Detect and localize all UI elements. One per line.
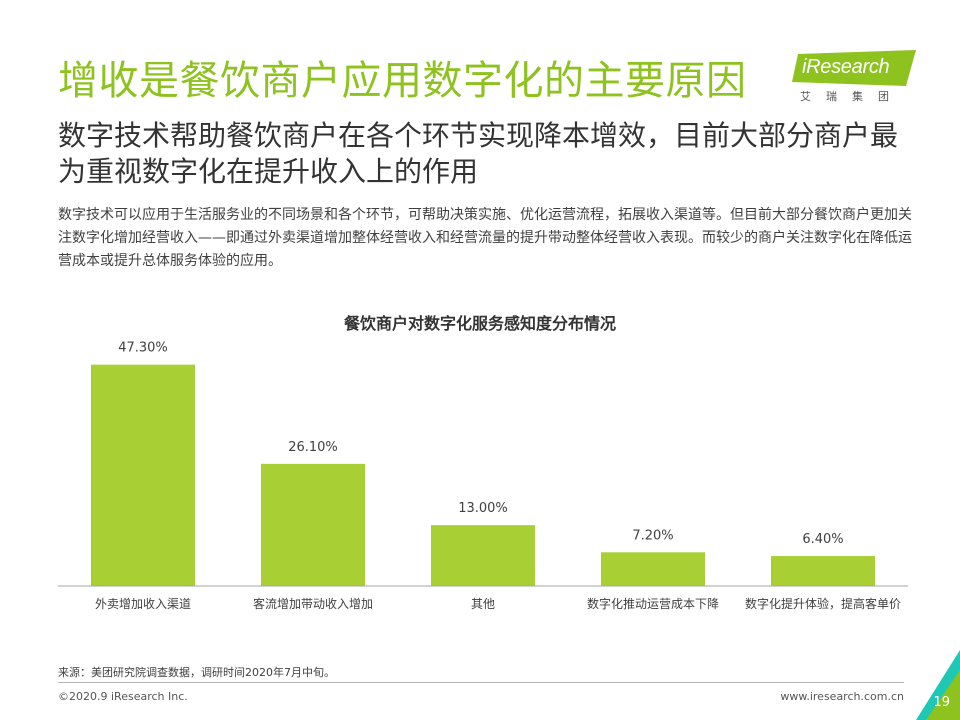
logo-subtext: 艾瑞集团 [800,90,904,103]
footer-divider [58,682,904,683]
source-note: 来源：美团研究院调查数据，调研时间2020年7月中旬。 [58,666,335,679]
bar-5 [771,556,875,586]
chart-title: 餐饮商户对数字化服务感知度分布情况 [343,314,616,333]
category-label: 数字化推动运营成本下降 [587,596,719,611]
iresearch-logo: iResearch 艾瑞集团 [792,50,916,112]
category-label: 外卖增加收入渠道 [95,597,191,611]
page-title: 增收是餐饮商户应用数字化的主要原因 [58,58,747,104]
page-subtitle: 数字技术帮助餐饮商户在各个环节实现降本增效，目前大部分商户最为重视数字化在提升收… [58,119,899,188]
bar-3 [431,525,535,586]
copyright: ©2020.9 iResearch Inc. [58,690,188,703]
bar-2 [261,463,365,586]
category-label: 客流增加带动收入增加 [253,596,373,611]
bar-value-label: 47.30% [118,341,168,356]
body-paragraph: 数字技术可以应用于生活服务业的不同场景和各个环节，可帮助决策实施、优化运营流程，… [58,207,912,269]
corner-decoration [916,650,960,720]
bar-value-label: 13.00% [458,501,508,516]
logo-text: iResearch [802,56,890,78]
page-number: 19 [933,695,950,710]
category-label: 其他 [471,597,495,611]
bar-1 [91,364,195,586]
website-link[interactable]: www.iresearch.com.cn [780,690,904,703]
bar-4 [601,552,705,586]
category-label: 数字化提升体验，提高客单价 [745,596,901,611]
bar-value-label: 26.10% [288,440,338,455]
bar-value-label: 6.40% [802,532,843,547]
bar-value-label: 7.20% [632,528,673,543]
